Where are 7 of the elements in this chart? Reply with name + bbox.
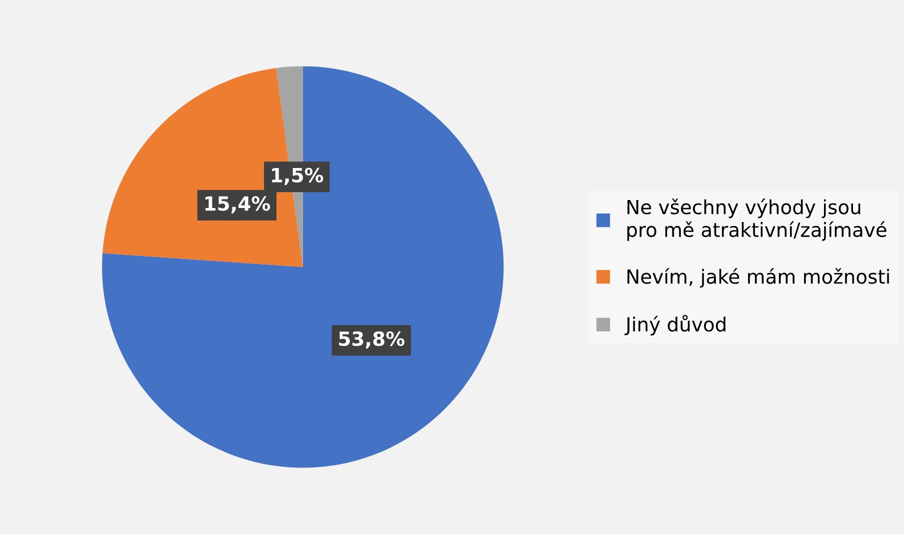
data-label: 15,4% (205, 196, 270, 214)
legend-label: Jiný důvod (624, 314, 726, 336)
data-label: 1,5% (272, 168, 324, 185)
data-label: 53,8% (339, 331, 404, 349)
legend-label: Ne všechny výhody jsou pro mě atraktivní/zajímavé (627, 198, 886, 241)
legend-label: Nevím, jaké mám možnosti (627, 268, 889, 288)
pie-slice (102, 66, 504, 468)
